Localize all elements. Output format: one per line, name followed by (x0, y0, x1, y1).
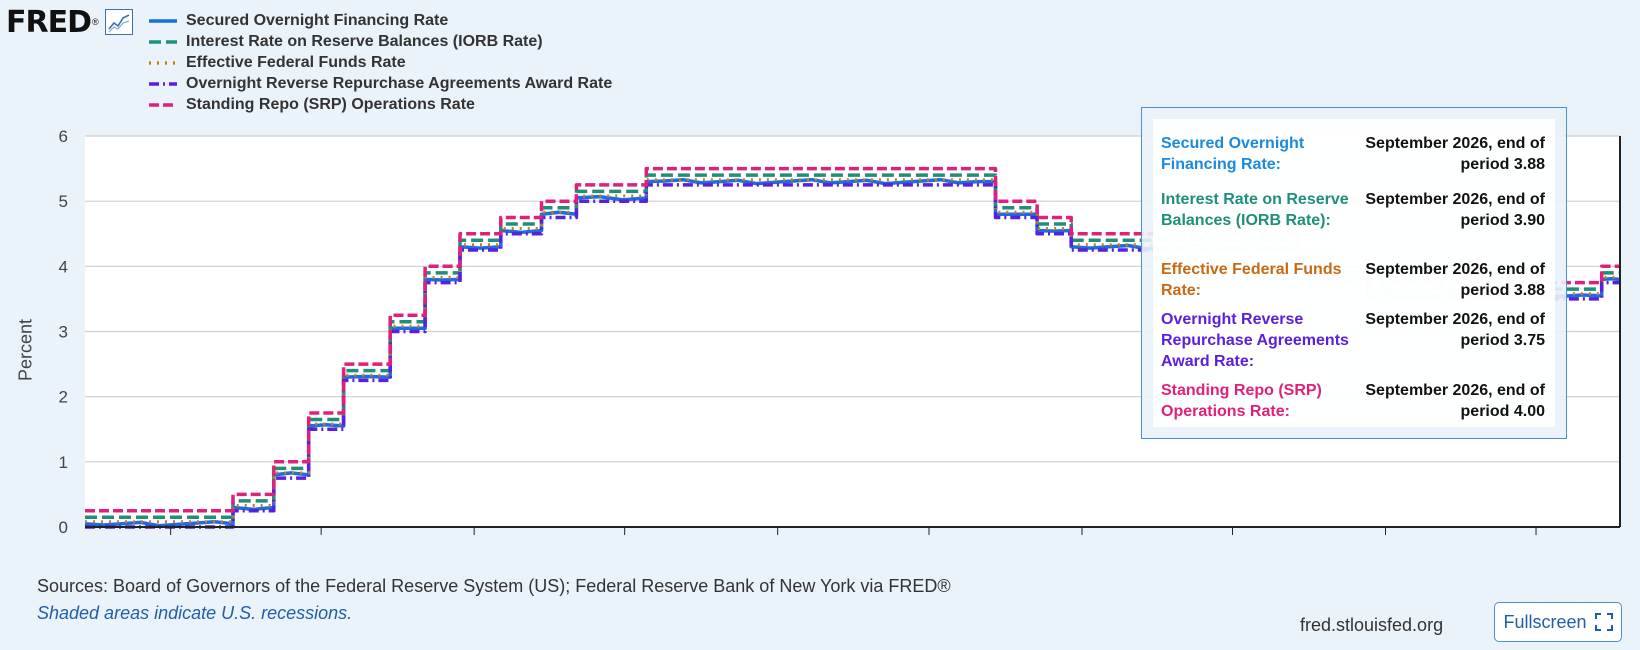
fred-logo-text: FRED (6, 4, 92, 40)
registered-mark: ® (92, 17, 99, 27)
legend-label: Effective Federal Funds Rate (186, 53, 406, 71)
legend-swatch (149, 39, 177, 44)
tooltip-series-value: September 2026, end of period 3.90 (1365, 191, 1545, 229)
y-tick-label: 6 (59, 127, 68, 146)
tooltip-series-value: September 2026, end of period 4.00 (1365, 382, 1545, 420)
legend-item[interactable]: Secured Overnight Financing Rate (148, 10, 612, 31)
legend-item[interactable]: Overnight Reverse Repurchase Agreements … (148, 73, 612, 94)
line-graph-icon (104, 9, 133, 35)
fullscreen-button[interactable]: Fullscreen (1494, 602, 1622, 642)
tooltip-series-name: Effective Federal Funds Rate: (1161, 261, 1342, 299)
fred-logo[interactable]: FRED ® (6, 4, 133, 40)
sources-text: Sources: Board of Governors of the Feder… (37, 576, 951, 596)
legend-label: Overnight Reverse Repurchase Agreements … (186, 74, 613, 92)
series-line-4 (85, 166, 1620, 513)
y-axis-title: Percent (14, 310, 38, 390)
legend-label: Standing Repo (SRP) Operations Rate (186, 95, 475, 113)
y-tick-label: 0 (59, 518, 68, 537)
site-link[interactable]: fred.stlouisfed.org (1300, 615, 1444, 635)
tooltip-series-name: Standing Repo (SRP) Operations Rate: (1161, 382, 1322, 420)
legend-item[interactable]: Standing Repo (SRP) Operations Rate (148, 94, 612, 115)
fullscreen-label: Fullscreen (1503, 611, 1587, 632)
tooltip-series-value: September 2026, end of period 3.88 (1365, 261, 1545, 299)
legend-item[interactable]: Interest Rate on Reserve Balances (IORB … (148, 31, 612, 52)
tooltip-series-name: Secured Overnight Financing Rate: (1161, 135, 1305, 173)
tooltip-series-value: September 2026, end of period 3.75 (1365, 311, 1545, 349)
series-line-1 (85, 173, 1620, 519)
y-tick-label: 5 (59, 192, 68, 211)
tooltip-series-name: Interest Rate on Reserve Balances (IORB … (1161, 191, 1349, 229)
legend-swatch (149, 18, 177, 23)
recession-note: Shaded areas indicate U.S. recessions. (37, 603, 353, 623)
legend-item[interactable]: Effective Federal Funds Rate (148, 52, 612, 73)
y-tick-label: 1 (59, 453, 68, 472)
y-tick-label: 4 (59, 257, 68, 276)
y-tick-label: 2 (59, 388, 68, 407)
tooltip-series-name: Overnight Reverse Repurchase Agreements … (1161, 311, 1349, 370)
tooltip-series-value: September 2026, end of period 3.88 (1365, 135, 1545, 173)
legend-swatch (149, 102, 177, 107)
legend-label: Interest Rate on Reserve Balances (IORB … (186, 32, 543, 50)
legend-swatch (149, 81, 177, 86)
fullscreen-icon (1594, 613, 1613, 631)
legend-label: Secured Overnight Financing Rate (186, 11, 449, 29)
y-tick-label: 3 (59, 323, 68, 342)
chart-legend: Secured Overnight Financing Rate Interest… (148, 10, 612, 115)
chart-tooltip: Secured Overnight Financing Rate: Septemb… (1141, 107, 1567, 439)
y-axis-title-text: Percent (15, 318, 36, 382)
